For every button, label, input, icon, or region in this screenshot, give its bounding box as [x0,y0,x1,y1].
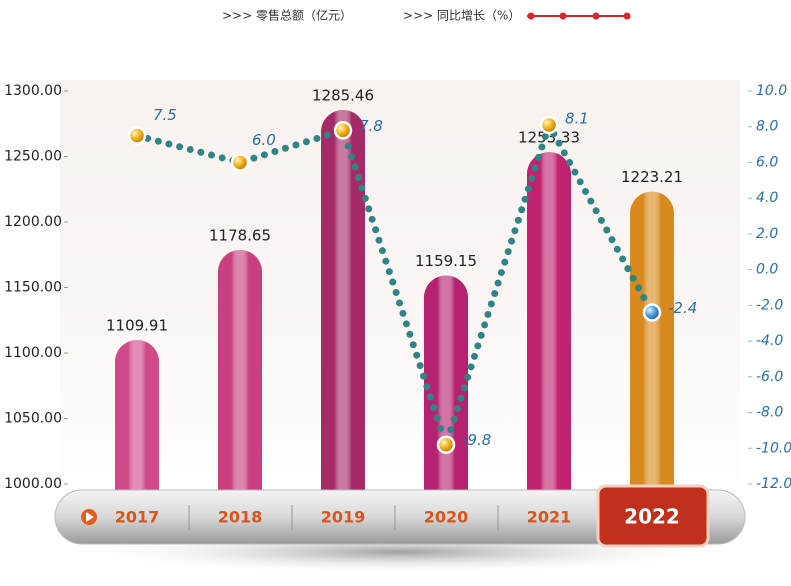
line [133,116,656,457]
bar-value-label: 1159.15 [415,252,477,270]
line-value-label: 6.0 [252,131,276,149]
legend: >>> 零售总额（亿元） >>> 同比增长（%） [222,8,631,23]
bar-shine [630,191,674,510]
line-value-label: 8.1 [565,109,589,127]
x-tick-label: 2020 [424,508,469,527]
line-marker [127,126,147,145]
bar-value-label: 1109.91 [106,317,168,335]
y2-tick-label: 4.0 [756,190,778,206]
y-tick-label: 1250.00 [4,149,62,165]
bar-shine [218,249,262,510]
y2-tick-label: -8.0 [756,405,783,421]
y2-tick-label: 6.0 [756,154,778,170]
legend-swatch [527,12,535,20]
legend-swatch [559,12,567,20]
legend-label: >>> 零售总额（亿元） [222,8,352,23]
category-strip [54,489,746,545]
y2-tick-label: 2.0 [756,226,778,242]
x-tick-label: 2019 [321,508,366,527]
x-tick-label: 2018 [218,508,263,527]
bar-value-label: 1178.65 [209,226,271,244]
highlight-box [596,484,710,548]
y-tick-label: 1000.00 [4,476,62,492]
y-tick-label: 1100.00 [4,345,62,361]
x-tick-label: 2021 [527,508,572,527]
line-value-label: -9.8 [462,431,491,449]
line-marker [539,115,559,135]
bar-value-label: 1223.21 [621,168,683,186]
y2-tick-label: 10.0 [756,83,787,99]
x-tick-label: 2017 [115,508,160,527]
bar-shine [424,275,468,510]
y-tick-label: 1150.00 [4,280,62,296]
y2-tick-label: 8.0 [756,119,778,135]
plot-background [60,80,740,500]
y2-tick-label: -2.0 [756,297,783,313]
legend-swatch [623,12,631,20]
y2-tick-label: 0.0 [756,262,778,278]
line-marker [333,121,353,140]
bar-value-label: 1285.46 [312,87,374,105]
y2-tick-label: -12.0 [756,476,791,492]
line-value-label: 7.8 [359,117,383,135]
line-marker [230,153,250,172]
bar-shine [527,152,571,510]
x-tick-label: 2022 [624,505,680,529]
legend-swatch [592,12,600,20]
line-marker [436,435,456,454]
y2-tick-label: -6.0 [756,369,783,385]
bar-shine [321,110,365,511]
y2-tick-label: -4.0 [756,333,783,349]
line-value-label: 7.5 [153,106,177,124]
line-value-label: -2.4 [668,299,697,317]
bar-shine [115,340,159,510]
bar-value-label: 1253.33 [518,129,580,147]
y-tick-label: 1200.00 [4,214,62,230]
y-tick-label: 1050.00 [4,411,62,427]
y2-tick-label: -10.0 [756,440,791,456]
play-icon [86,512,94,522]
legend-label: >>> 同比增长（%） [403,9,520,23]
y-tick-label: 1300.00 [4,83,62,99]
line-marker [642,303,662,322]
